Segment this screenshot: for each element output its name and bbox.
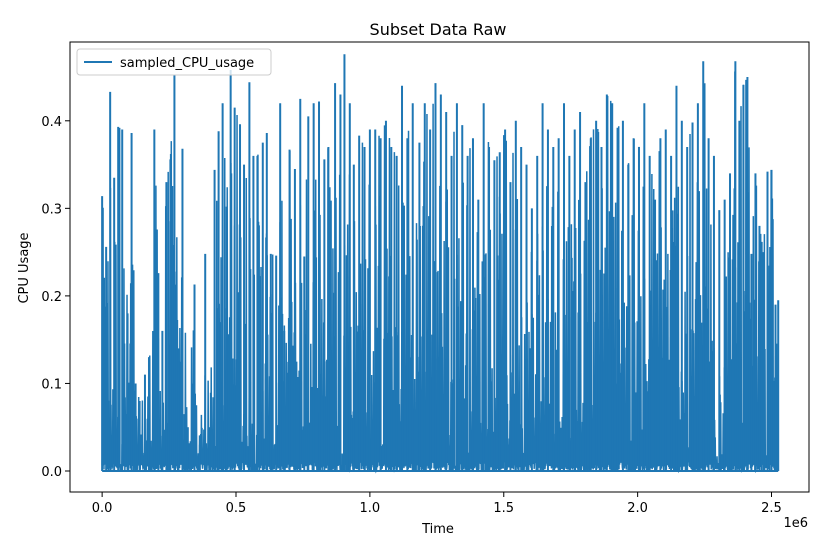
- x-tick-label: 2.5: [761, 501, 782, 516]
- y-tick-label: 0.1: [41, 377, 62, 392]
- x-tick-label: 1.5: [493, 501, 514, 516]
- chart-title: Subset Data Raw: [370, 20, 507, 39]
- x-tick-label: 1.0: [360, 501, 381, 516]
- y-tick-label: 0.0: [41, 465, 62, 480]
- y-tick-label: 0.3: [41, 202, 62, 217]
- legend: sampled_CPU_usage: [76, 48, 272, 76]
- x-tick-label: 0.0: [92, 501, 113, 516]
- x-axis-ticks: 0.0 0.5 1.0 1.5 2.0 2.5: [92, 492, 782, 516]
- y-axis-label: CPU Usage: [17, 232, 32, 303]
- x-tick-label: 2.0: [627, 501, 648, 516]
- x-axis-offset-label: 1e6: [783, 516, 808, 531]
- y-axis-ticks: 0.0 0.1 0.2 0.3 0.4: [41, 115, 70, 480]
- legend-entry-label: sampled_CPU_usage: [120, 56, 254, 71]
- x-tick-label: 0.5: [226, 501, 247, 516]
- plot-area: [101, 54, 780, 474]
- y-tick-label: 0.4: [41, 115, 62, 130]
- legend-box: [76, 48, 272, 76]
- y-tick-label: 0.2: [41, 290, 62, 305]
- axes-frame: [69, 41, 810, 493]
- x-axis-label: Time: [421, 522, 454, 537]
